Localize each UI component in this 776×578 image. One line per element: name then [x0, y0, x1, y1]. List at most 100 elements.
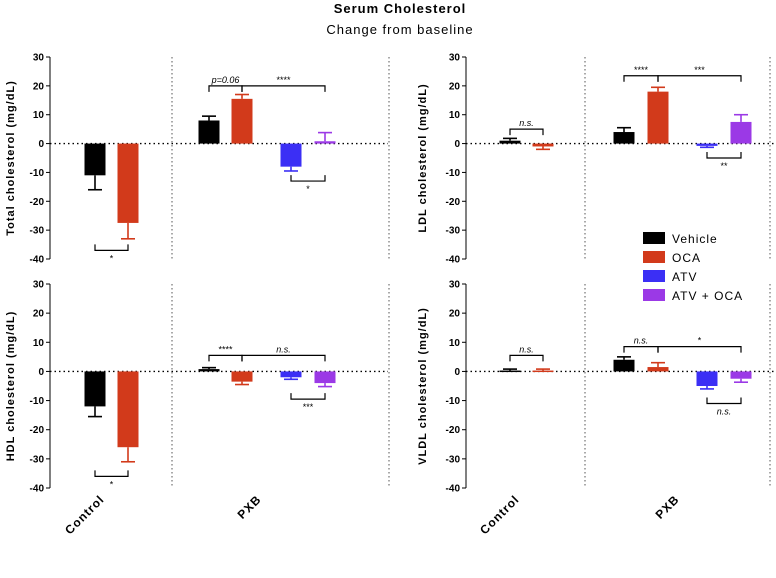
legend-swatch-atv-oca	[643, 289, 665, 301]
significance-label: ****	[634, 65, 649, 75]
y-tick-label: 30	[33, 53, 45, 64]
y-tick-label: 0	[38, 367, 44, 378]
significance-label: *	[306, 184, 310, 194]
legend-label: Vehicle	[672, 232, 718, 246]
significance-bracket	[94, 470, 129, 477]
significance-label: n.s.	[276, 344, 291, 354]
significance-bracket	[290, 393, 326, 400]
panel-total: 30 20 10 0 -10 -20 -30 -40 Total cholesterol (mg…	[5, 53, 390, 266]
bar-pxb-atv-oca	[730, 371, 752, 379]
legend-label: OCA	[672, 251, 701, 265]
bar-pxb-atv	[280, 143, 302, 167]
y-tick-label: 0	[38, 139, 44, 150]
bar-pxb-vehicle	[198, 120, 220, 144]
y-tick-label: 20	[449, 81, 461, 92]
bar-pxb-atv-oca	[314, 141, 336, 144]
y-tick-label: -20	[446, 425, 461, 436]
y-tick-label: 20	[449, 309, 461, 320]
panel-vldl: 30 20 10 0 -10 -20 -30 -40 VLDL cholesterol (mg/…	[417, 280, 774, 495]
y-tick-label: 10	[449, 110, 461, 121]
significance-label: n.s.	[634, 336, 649, 346]
bar-control-oca	[117, 371, 139, 448]
significance-label: ****	[276, 75, 291, 85]
significance-bracket	[241, 354, 326, 362]
significance-bracket	[290, 175, 326, 182]
significance-bracket	[509, 354, 544, 362]
legend-label: ATV	[672, 270, 697, 284]
panel-hdl: 30 20 10 0 -10 -20 -30 -40 HDL cholesterol (mg/d…	[5, 280, 390, 495]
figure-title: Serum Cholesterol	[334, 1, 467, 16]
significance-label: *	[110, 253, 114, 263]
y-tick-label: 20	[33, 309, 45, 320]
y-tick-label: -10	[30, 396, 45, 407]
y-tick-label: -40	[30, 255, 45, 266]
significance-bracket	[208, 354, 243, 362]
bar-pxb-atv-oca	[314, 371, 336, 384]
significance-label: n.s.	[519, 344, 534, 354]
y-tick-label: -10	[30, 168, 45, 179]
y-tick-label: -40	[30, 484, 45, 495]
y-tick-label: 0	[454, 139, 460, 150]
significance-label: ***	[303, 402, 314, 412]
bar-control-oca	[532, 143, 554, 147]
bar-pxb-oca	[231, 98, 253, 144]
y-tick-label: -30	[30, 226, 45, 237]
significance-bracket	[657, 75, 742, 82]
y-tick-label: -10	[446, 168, 461, 179]
group-label-pxb: PXB	[235, 492, 264, 521]
y-tick-label: 30	[33, 280, 45, 291]
y-tick-label: 10	[33, 338, 45, 349]
significance-bracket	[623, 75, 659, 82]
significance-bracket	[706, 152, 742, 159]
group-label-control: Control	[477, 492, 522, 537]
y-tick-label: -30	[30, 454, 45, 465]
significance-bracket	[208, 85, 243, 92]
y-tick-label: 10	[33, 110, 45, 121]
significance-bracket	[509, 128, 544, 136]
significance-label: ****	[218, 344, 233, 354]
y-axis-label: HDL cholesterol (mg/dL)	[5, 311, 17, 462]
bar-pxb-vehicle	[198, 369, 220, 372]
bar-pxb-atv	[696, 371, 718, 386]
bar-pxb-oca	[231, 371, 253, 382]
bar-control-vehicle	[499, 370, 521, 373]
panels: 30 20 10 0 -10 -20 -30 -40 Total cholesterol (mg…	[5, 53, 774, 495]
bar-pxb-vehicle	[613, 359, 635, 372]
group-labels: Control PXB Control PXB	[62, 492, 682, 537]
significance-label: n.s.	[717, 406, 732, 416]
y-axis-label: LDL cholesterol (mg/dL)	[417, 83, 429, 232]
y-tick-label: -10	[446, 396, 461, 407]
legend: Vehicle OCA ATV ATV + OCA	[643, 232, 742, 303]
significance-bracket	[94, 244, 129, 251]
significance-label: **	[720, 161, 728, 171]
y-axis-label: VLDL cholesterol (mg/dL)	[417, 307, 429, 465]
significance-label: p=0.06	[211, 75, 240, 85]
bar-pxb-atv-oca	[730, 121, 752, 144]
y-tick-label: -40	[446, 484, 461, 495]
figure-subtitle: Change from baseline	[326, 22, 473, 37]
y-tick-label: 30	[449, 280, 461, 291]
y-tick-label: -30	[446, 226, 461, 237]
group-label-control: Control	[62, 492, 107, 537]
y-tick-label: 10	[449, 338, 461, 349]
significance-label: *	[698, 336, 702, 346]
bar-pxb-oca	[647, 367, 669, 372]
bar-control-oca	[117, 143, 139, 223]
panel-ldl: 30 20 10 0 -10 -20 -30 -40 LDL cholesterol (mg/d…	[417, 53, 774, 266]
significance-bracket	[706, 397, 742, 405]
group-label-pxb: PXB	[653, 492, 682, 521]
y-axis-label: Total cholesterol (mg/dL)	[5, 80, 17, 236]
significance-bracket	[657, 346, 742, 353]
y-tick-label: 20	[33, 81, 45, 92]
significance-label: n.s.	[519, 118, 534, 128]
y-tick-label: -30	[446, 454, 461, 465]
legend-swatch-vehicle	[643, 232, 665, 244]
y-tick-label: 30	[449, 53, 461, 64]
bar-control-vehicle	[84, 143, 106, 176]
y-tick-label: -20	[30, 425, 45, 436]
y-tick-label: 0	[454, 367, 460, 378]
y-tick-label: -40	[446, 255, 461, 266]
significance-bracket	[241, 85, 326, 92]
bar-pxb-atv	[280, 371, 302, 378]
